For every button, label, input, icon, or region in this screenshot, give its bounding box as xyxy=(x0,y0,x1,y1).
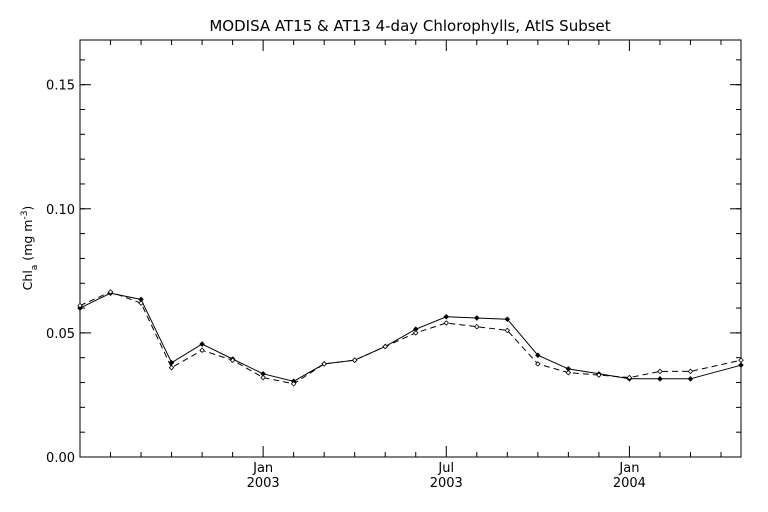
data-point-solid xyxy=(199,341,205,347)
data-point-dashed xyxy=(290,381,297,387)
x-tick-month-label: Jan xyxy=(252,461,273,476)
data-point-solid xyxy=(657,376,663,382)
data-point-dashed xyxy=(382,343,388,350)
y-tick-label: 0.15 xyxy=(46,79,75,94)
x-tick-year-label: 2003 xyxy=(430,476,463,491)
data-point-dashed xyxy=(351,357,358,363)
x-tick-month-label: Jul xyxy=(437,461,454,476)
data-point-solid xyxy=(443,313,450,320)
y-tick-label: 0.05 xyxy=(46,327,75,342)
y-tick-label: 0.00 xyxy=(46,451,75,466)
data-point-solid xyxy=(687,376,694,382)
data-point-solid xyxy=(504,316,511,323)
x-tick-month-label: Jan xyxy=(618,461,639,476)
data-point-solid xyxy=(474,315,480,321)
y-axis-label-units: (mg m xyxy=(20,220,35,261)
y-axis-label-main: Chl xyxy=(20,270,35,290)
data-point-dashed xyxy=(260,374,266,381)
y-axis-label-sub: a xyxy=(30,265,40,271)
y-axis-label: Chla (mg m-3) xyxy=(20,206,40,291)
y-axis-label-units-close: ) xyxy=(20,206,35,211)
data-point-dashed xyxy=(321,361,327,367)
data-point-dashed xyxy=(565,369,572,376)
data-point-solid xyxy=(535,352,541,358)
data-point-dashed xyxy=(168,364,175,371)
data-point-dashed xyxy=(687,368,694,375)
series-line-solid xyxy=(79,292,742,382)
plot-frame xyxy=(79,39,742,458)
data-point-solid xyxy=(738,362,744,368)
x-tick-year-label: 2003 xyxy=(247,476,280,491)
data-point-dashed xyxy=(77,302,83,309)
data-point-dashed xyxy=(596,372,602,378)
data-point-dashed xyxy=(535,361,541,367)
series-layer xyxy=(77,289,744,387)
y-axis-label-units-sup: -3 xyxy=(20,211,30,220)
data-point-dashed xyxy=(504,327,511,334)
data-point-dashed xyxy=(626,374,633,381)
data-point-dashed xyxy=(474,323,480,330)
data-point-dashed xyxy=(443,320,450,326)
data-point-dashed xyxy=(107,289,114,295)
chart-title: MODISA AT15 & AT13 4-day Chlorophylls, A… xyxy=(209,17,610,35)
data-point-dashed xyxy=(229,357,236,363)
data-point-dashed xyxy=(657,368,663,375)
x-tick-year-label: 2004 xyxy=(613,476,646,491)
data-point-dashed xyxy=(199,347,205,354)
series-line-dashed xyxy=(79,291,742,385)
data-point-dashed xyxy=(412,330,419,336)
data-point-dashed xyxy=(738,357,744,363)
data-point-dashed xyxy=(138,300,144,306)
y-tick-label: 0.10 xyxy=(46,203,75,218)
